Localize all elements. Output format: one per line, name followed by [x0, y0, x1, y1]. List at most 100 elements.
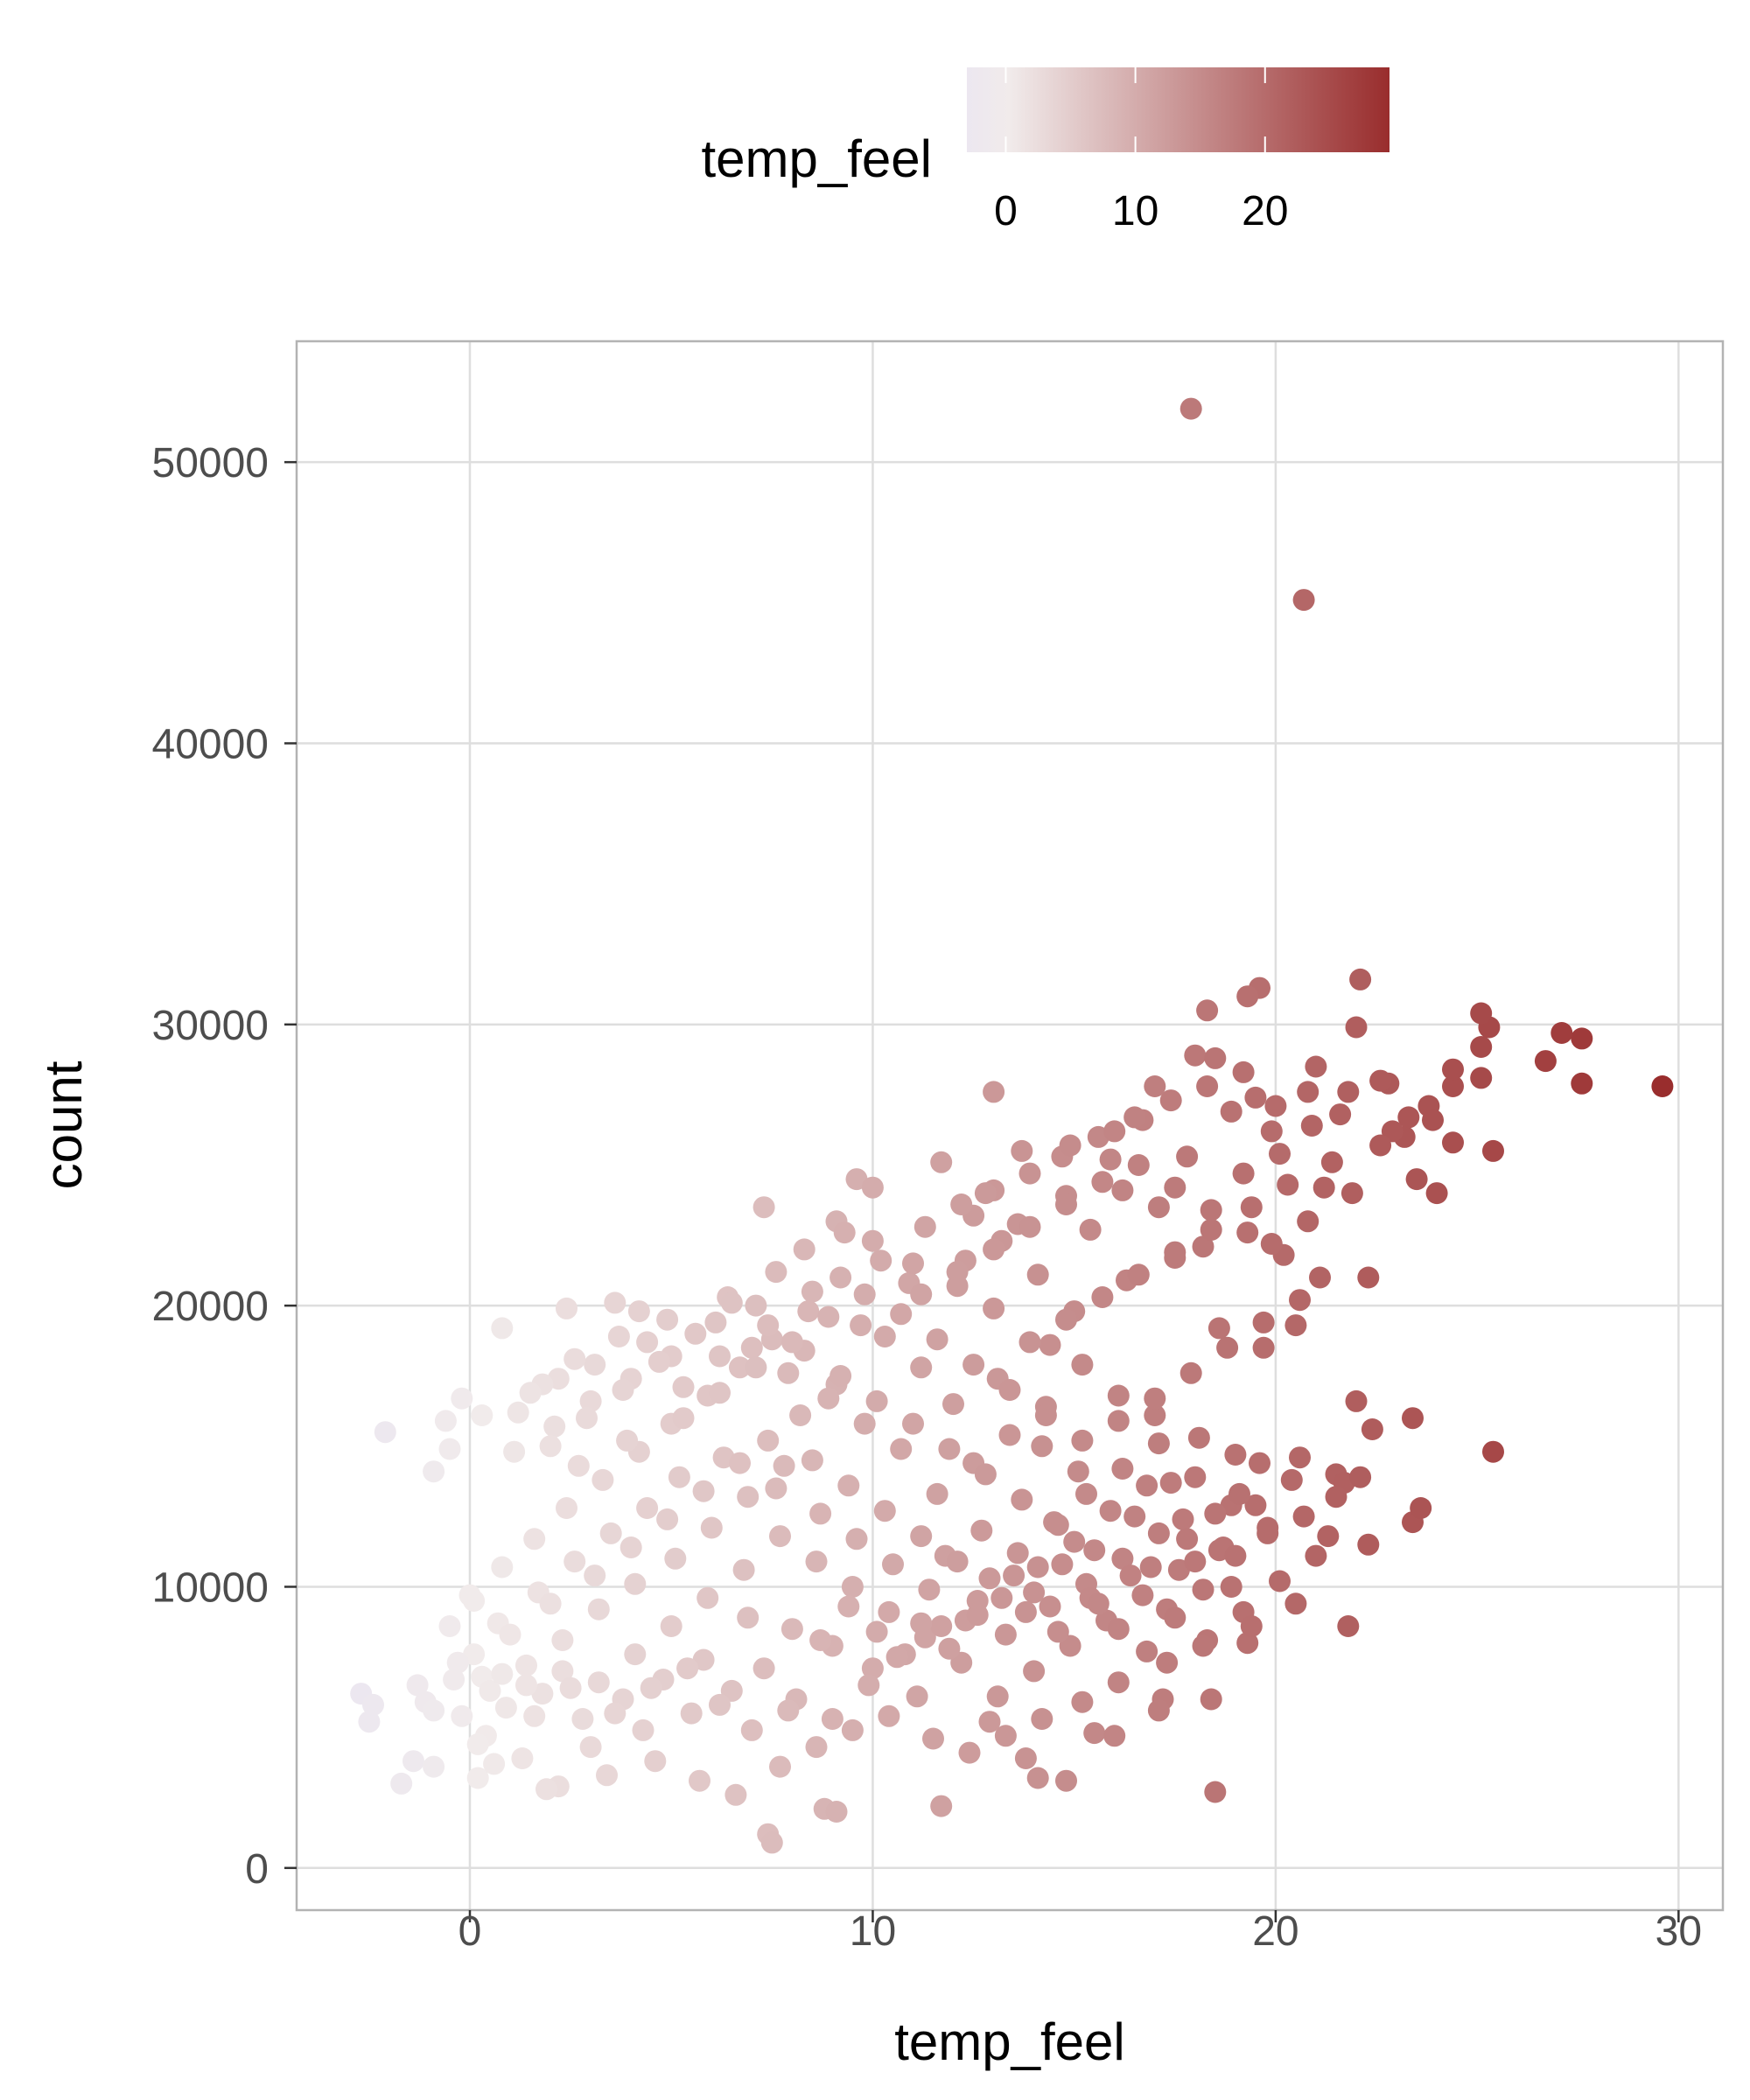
data-point: [680, 1702, 703, 1725]
data-point: [632, 1718, 654, 1741]
y-axis: 0 10000 20000 30000 40000 50000: [152, 440, 297, 1893]
data-point: [1224, 1444, 1247, 1466]
data-point: [579, 1390, 602, 1412]
data-point: [1284, 1314, 1307, 1337]
data-point: [914, 1215, 936, 1238]
data-point: [1571, 1027, 1593, 1050]
data-point: [451, 1387, 473, 1410]
data-point: [1023, 1660, 1046, 1683]
data-point: [1124, 1505, 1146, 1528]
data-point: [1046, 1620, 1069, 1643]
data-point: [689, 1769, 710, 1792]
x-tick-label: 20: [1252, 1908, 1298, 1955]
data-point: [483, 1753, 506, 1775]
data-point: [1232, 1060, 1255, 1083]
data-point: [1124, 1106, 1146, 1129]
data-point: [858, 1674, 880, 1697]
data-point: [930, 1795, 953, 1817]
data-point: [451, 1704, 473, 1727]
data-point: [668, 1466, 690, 1488]
data-point: [926, 1328, 948, 1351]
data-point: [1192, 1236, 1214, 1258]
data-point: [817, 1306, 840, 1328]
data-point: [720, 1292, 743, 1314]
data-point: [704, 1311, 727, 1334]
data-point: [1280, 1468, 1303, 1491]
data-point: [805, 1736, 828, 1759]
data-point: [374, 1421, 396, 1444]
data-point: [1111, 1179, 1134, 1201]
data-point: [1340, 1182, 1363, 1205]
data-points: [350, 397, 1674, 1854]
data-point: [1244, 1086, 1267, 1109]
data-point: [1297, 1210, 1320, 1233]
data-point: [1107, 1410, 1130, 1432]
data-point: [1345, 1390, 1368, 1412]
data-point: [1156, 1651, 1179, 1674]
data-point: [1470, 1067, 1493, 1089]
data-point: [1180, 397, 1202, 420]
data-point: [660, 1615, 682, 1637]
data-point: [1442, 1058, 1464, 1081]
data-point: [769, 1525, 791, 1548]
data-point: [1159, 1089, 1182, 1112]
data-point: [752, 1196, 775, 1219]
y-tick-label: 20000: [152, 1284, 269, 1330]
data-point: [938, 1438, 961, 1460]
data-point: [732, 1558, 755, 1581]
data-point: [1184, 1044, 1207, 1067]
data-point: [1482, 1440, 1504, 1463]
data-point: [1402, 1407, 1424, 1430]
data-point: [676, 1657, 699, 1680]
data-point: [1252, 1311, 1275, 1334]
data-point: [873, 1500, 896, 1522]
data-point: [1067, 1460, 1089, 1483]
data-point: [817, 1387, 840, 1410]
data-point: [1204, 1046, 1227, 1069]
data-point: [446, 1651, 469, 1674]
data-point: [1139, 1556, 1162, 1578]
data-point: [599, 1522, 622, 1544]
data-point: [507, 1401, 529, 1424]
data-point: [853, 1283, 876, 1306]
data-point: [1312, 1176, 1335, 1199]
data-point: [830, 1266, 852, 1289]
y-tick-label: 0: [245, 1846, 269, 1893]
data-point: [1369, 1134, 1392, 1157]
data-point: [1405, 1168, 1428, 1191]
data-point: [576, 1407, 598, 1430]
data-point: [765, 1477, 788, 1500]
data-point: [1127, 1154, 1150, 1176]
data-point: [438, 1615, 461, 1637]
data-point: [434, 1410, 457, 1432]
y-axis-title: count: [34, 1060, 93, 1189]
data-point: [684, 1322, 707, 1345]
data-point: [624, 1572, 647, 1595]
data-point: [745, 1294, 767, 1317]
data-point: [491, 1662, 514, 1685]
data-point: [850, 1314, 872, 1337]
colorbar: [967, 67, 1390, 152]
data-point: [1187, 1426, 1210, 1449]
data-point: [515, 1674, 537, 1697]
data-point: [1422, 1109, 1444, 1131]
data-point: [1147, 1196, 1170, 1219]
data-point: [648, 1350, 670, 1373]
data-point: [1240, 1196, 1263, 1219]
data-point: [942, 1393, 964, 1416]
data-point: [780, 1618, 803, 1641]
panel-border: [295, 340, 1725, 1912]
x-axis-title: temp_feel: [894, 2012, 1125, 2071]
data-point: [789, 1404, 812, 1426]
data-point: [760, 1831, 783, 1854]
data-point: [1277, 1173, 1299, 1196]
data-point: [664, 1547, 687, 1570]
data-point: [479, 1679, 501, 1702]
data-point: [491, 1317, 514, 1340]
data-point: [1184, 1550, 1207, 1573]
data-point: [584, 1564, 606, 1587]
data-point: [853, 1412, 876, 1435]
data-point: [974, 1182, 997, 1205]
data-point: [499, 1623, 522, 1646]
data-point: [604, 1292, 626, 1314]
